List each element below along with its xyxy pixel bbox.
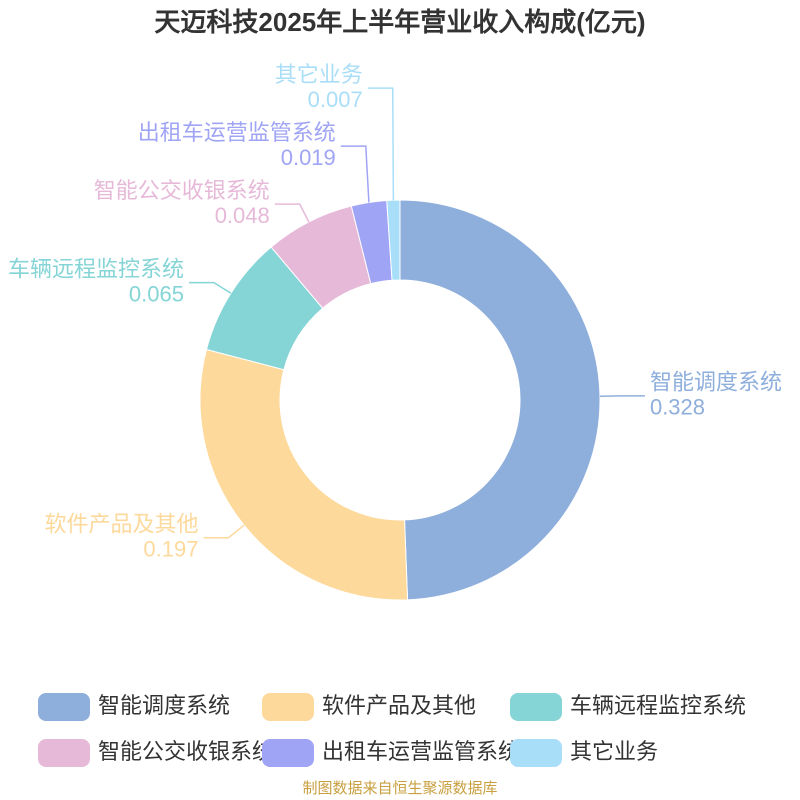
legend-swatch	[262, 693, 314, 721]
legend-swatch	[510, 739, 562, 767]
legend-label: 其它业务	[570, 739, 658, 764]
legend-label: 智能公交收银系统	[98, 739, 274, 764]
slice-label: 智能调度系统	[650, 370, 782, 395]
legend-label: 出租车运营监管系统	[322, 739, 520, 764]
source-note: 制图数据来自恒生聚源数据库	[302, 780, 497, 797]
legend-swatch	[510, 693, 562, 721]
leader-line	[340, 145, 370, 203]
slice-label: 智能公交收银系统	[94, 178, 270, 203]
slice-value: 0.048	[215, 203, 270, 228]
slice-label: 软件产品及其他	[44, 512, 198, 537]
leader-line	[188, 281, 232, 294]
slice-value: 0.019	[281, 145, 336, 170]
legend-label: 智能调度系统	[98, 693, 230, 718]
legend-swatch	[262, 739, 314, 767]
slice-label: 其它业务	[275, 62, 363, 87]
slice-value: 0.007	[308, 87, 363, 112]
slice-value: 0.328	[650, 395, 705, 420]
slice-value: 0.065	[129, 281, 184, 306]
legend-swatch	[38, 693, 90, 721]
slice-label: 车辆远程监控系统	[8, 256, 184, 281]
chart-title: 天迈科技2025年上半年营业收入构成(亿元)	[154, 7, 645, 37]
donut-slice	[199, 348, 409, 601]
leader-line	[367, 87, 395, 201]
legend-swatch	[38, 739, 90, 767]
donut-slice	[386, 199, 401, 281]
legend-label: 车辆远程监控系统	[570, 693, 746, 718]
donut-slice	[399, 199, 601, 601]
slice-value: 0.197	[143, 537, 198, 562]
leader-line	[274, 203, 310, 223]
legend-label: 软件产品及其他	[322, 693, 476, 718]
leader-line	[203, 524, 245, 539]
slice-label: 出租车运营监管系统	[138, 120, 336, 145]
